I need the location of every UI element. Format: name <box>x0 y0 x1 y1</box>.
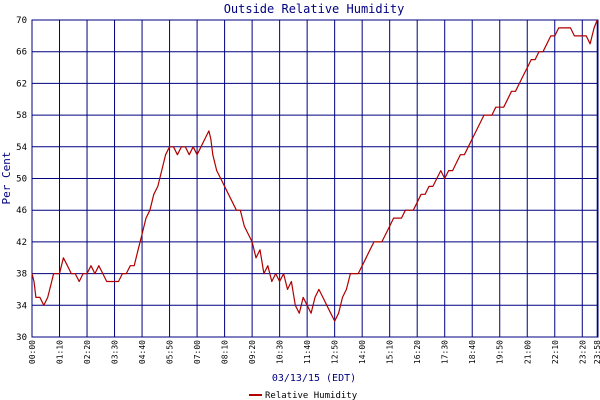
x-tick-label: 08:10 <box>221 340 230 364</box>
x-tick-label: 01:10 <box>56 340 65 364</box>
series-line <box>31 19 598 322</box>
x-tick-label: 23:20 <box>578 340 587 364</box>
y-tick-label: 34 <box>16 301 27 311</box>
x-tick-label: 05:50 <box>166 340 175 364</box>
y-tick-label: 30 <box>16 333 27 343</box>
y-tick-label: 58 <box>16 111 27 121</box>
y-tick-label: 54 <box>16 143 27 153</box>
x-tick-label: 02:20 <box>83 340 92 364</box>
y-tick-label: 42 <box>16 238 27 248</box>
y-tick-label: 66 <box>16 48 27 58</box>
x-tick-label: 03:30 <box>111 340 120 364</box>
y-tick-label: 38 <box>16 270 27 280</box>
x-tick-label: 18:40 <box>468 340 477 364</box>
x-tick-label: 09:20 <box>248 340 257 364</box>
x-tick-label: 10:30 <box>276 340 285 364</box>
y-tick-label: 46 <box>16 206 27 216</box>
x-tick-label: 16:20 <box>413 340 422 364</box>
x-tick-label: 00:00 <box>28 340 37 364</box>
x-tick-label: 12:50 <box>331 340 340 364</box>
plot-area: 30 34 38 42 46 50 54 58 62 66 70 00:00 01:10 02:20 03:… <box>16 16 600 364</box>
y-axis-label: Per Cent <box>0 152 13 205</box>
x-axis-label: 03/13/15 (EDT) <box>272 373 356 384</box>
legend: Relative Humidity <box>249 391 358 400</box>
x-tick-label: 07:00 <box>193 340 202 364</box>
x-tick-label: 04:40 <box>138 340 147 364</box>
chart-title: Outside Relative Humidity <box>224 2 405 16</box>
x-tick-label: 17:30 <box>441 340 450 364</box>
legend-label: Relative Humidity <box>265 391 358 400</box>
x-tick-label: 15:10 <box>386 340 395 364</box>
y-tick-label: 50 <box>16 175 27 185</box>
x-tick-label: 22:10 <box>551 340 560 364</box>
y-tick-label: 62 <box>16 79 27 89</box>
x-tick-label: 11:40 <box>303 340 312 364</box>
y-tick-label: 70 <box>16 16 27 26</box>
x-tick-label: 23:58 <box>593 340 600 364</box>
x-tick-label: 19:50 <box>496 340 505 364</box>
x-tick-label: 21:00 <box>523 340 532 364</box>
x-tick-label: 14:00 <box>358 340 367 364</box>
